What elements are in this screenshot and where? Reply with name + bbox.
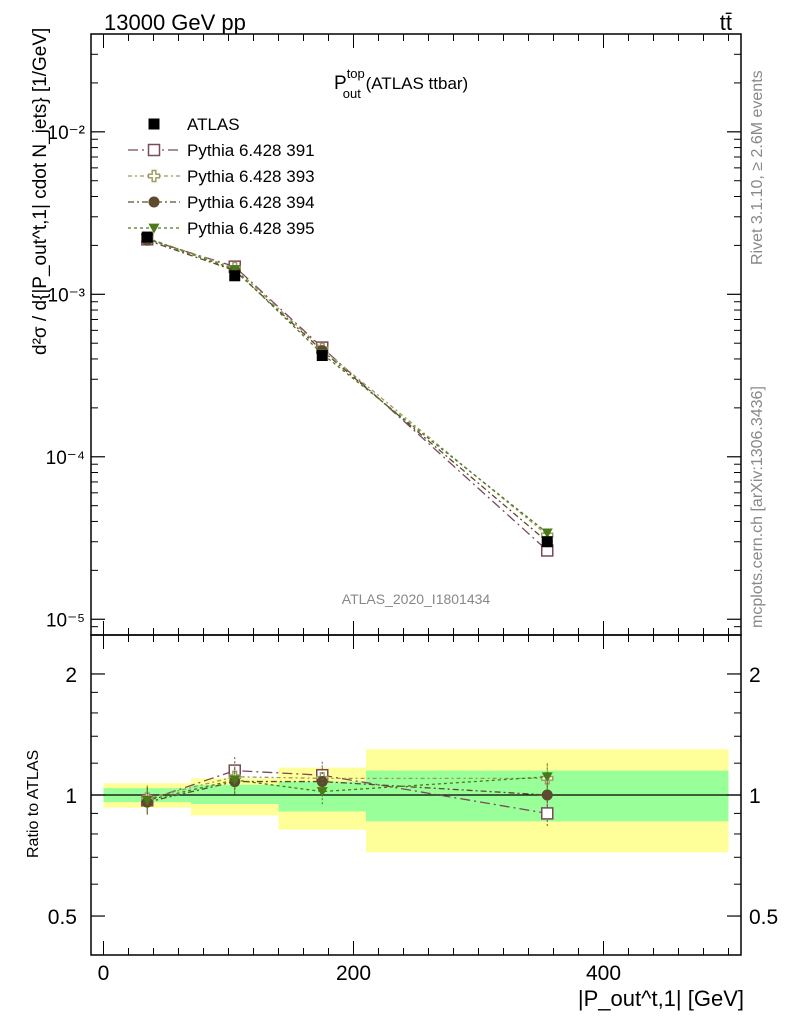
rivet-label: Rivet 3.1.10, ≥ 2.6M events <box>749 70 766 265</box>
ratio-series-line <box>147 776 548 801</box>
header-left-label: 13000 GeV pp <box>104 10 246 35</box>
atlas-data-point <box>229 270 241 282</box>
ratio-series-point <box>541 807 554 820</box>
atlas-data-point <box>141 231 153 243</box>
main-y-tick-label: 10⁻⁵ <box>46 610 85 631</box>
legend-label: Pythia 6.428 393 <box>187 167 315 186</box>
legend-label: ATLAS <box>187 115 240 134</box>
ratio-bands <box>91 749 741 853</box>
ratio-series-line <box>147 776 548 800</box>
ratio-series <box>141 757 554 827</box>
legend-marker <box>148 223 160 234</box>
ratio-y-tick-label-right: 0.5 <box>749 906 778 929</box>
plot-title-sup: top <box>347 66 365 81</box>
ratio-series-point <box>229 775 241 786</box>
series-point <box>229 265 241 276</box>
atlas-data-point <box>541 536 553 548</box>
ratio-series-line <box>147 769 548 815</box>
legend-label: Pythia 6.428 394 <box>187 193 315 212</box>
main-y-tick-label: 10⁻² <box>48 123 86 144</box>
ratio-series-point <box>541 789 553 801</box>
main-series <box>141 231 554 557</box>
x-tick-label: 0 <box>98 962 110 985</box>
analysis-watermark: ATLAS_2020_I1801434 <box>342 591 491 607</box>
ratio-y-axis-label: Ratio to ATLAS <box>25 750 42 858</box>
main-axis-ticks: 10⁻⁵ 10⁻⁴ 10⁻³ 10⁻² <box>46 33 741 631</box>
main-y-tick-label: 10⁻³ <box>48 285 86 306</box>
ratio-y-tick-label-left: 1 <box>65 785 77 808</box>
series-line <box>147 238 548 534</box>
main-y-tick-label: 10⁻⁴ <box>46 448 85 469</box>
header-right-label: tt̄ <box>720 10 732 35</box>
series-line <box>147 237 548 536</box>
mcplots-label: mcplots.cern.ch [arXiv:1306.3436] <box>749 386 766 628</box>
legend-marker <box>147 143 161 157</box>
legend: ATLAS Pythia 6.428 391 Pythia 6.428 393 Pyt… <box>128 115 315 238</box>
x-axis-label: |P_out^t,1| [GeV] <box>578 986 744 1011</box>
ratio-y-tick-label-right: 2 <box>749 664 761 687</box>
plot-title-sub: out <box>343 86 361 101</box>
plot-title-rest: (ATLAS ttbar) <box>361 74 468 93</box>
main-y-axis-label: d²σ / d{|P_out^t,1| cdot N_jets} [1/GeV] <box>30 28 51 355</box>
legend-label: Pythia 6.428 391 <box>187 141 315 160</box>
green-band <box>191 784 279 804</box>
x-axis-ticks: 0 200 400 <box>98 34 729 985</box>
ratio-series-line <box>147 780 548 803</box>
series-point <box>541 528 553 539</box>
ratio-series-point <box>141 795 153 806</box>
ratio-axis-ticks: 0.5 0.5 1 1 2 2 <box>48 664 778 929</box>
ratio-series-point <box>316 787 328 798</box>
x-tick-label: 200 <box>336 962 371 985</box>
series-line <box>147 239 548 543</box>
legend-marker <box>147 169 161 183</box>
legend-marker <box>148 196 160 208</box>
x-tick-label: 400 <box>586 962 621 985</box>
legend-label: Pythia 6.428 395 <box>187 219 315 238</box>
atlas-data-point <box>316 350 328 362</box>
ratio-y-tick-label-right: 1 <box>749 785 761 808</box>
plot-title: Ptop out (ATLAS ttbar) <box>334 66 468 101</box>
ratio-y-tick-label-left: 0.5 <box>48 906 77 929</box>
ratio-series-point <box>316 776 328 788</box>
series-line <box>147 238 548 551</box>
plot-title-main: P <box>334 73 347 94</box>
ratio-series-point <box>541 772 553 783</box>
ratio-y-tick-label-left: 2 <box>65 664 77 687</box>
legend-marker <box>148 118 160 130</box>
